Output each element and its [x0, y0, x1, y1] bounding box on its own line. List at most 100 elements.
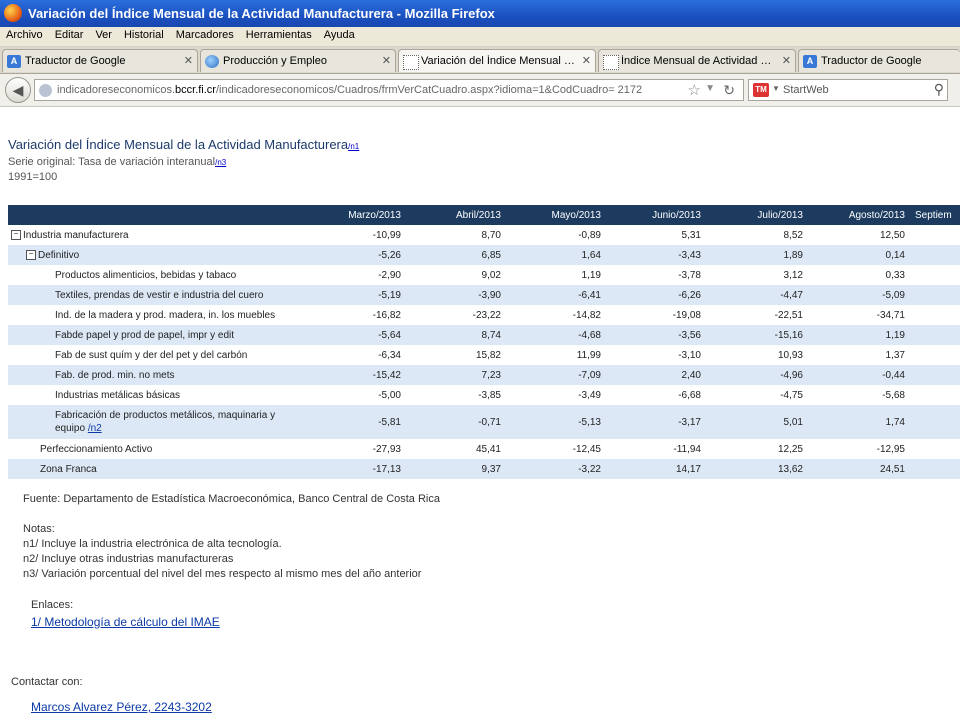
reload-icon[interactable]: ↻	[723, 82, 735, 98]
table-cell: 8,70	[481, 229, 501, 241]
window-title: Variación del Índice Mensual de la Activ…	[28, 6, 495, 21]
tab-traductor-1[interactable]: A Traductor de Google ✕	[2, 49, 198, 72]
table-cell: -3,49	[578, 389, 601, 401]
navigation-bar: ◀ indicadoreseconomicos.bccr.fi.cr/indic…	[0, 74, 960, 107]
table-cell: -6,68	[678, 389, 701, 401]
table-cell: 15,82	[475, 349, 501, 361]
table-cell	[909, 439, 960, 459]
site-identity-icon[interactable]	[39, 84, 52, 97]
tab-label: Traductor de Google	[821, 55, 922, 67]
window-titlebar: Variación del Índice Mensual de la Activ…	[0, 0, 960, 27]
tab-variacion[interactable]: Variación del Índice Mensual d... ✕	[398, 49, 596, 72]
search-engine-icon[interactable]: TM	[753, 83, 769, 97]
bookmark-star-icon[interactable]: ☆	[687, 82, 701, 99]
table-cell: -6,26	[605, 285, 705, 305]
row-label-text: Ind. de la madera y prod. madera, in. lo…	[55, 309, 276, 321]
notes-heading: Notas:	[23, 523, 55, 535]
table-cell: -3,10	[678, 349, 701, 361]
menu-editar[interactable]: Editar	[54, 29, 84, 41]
row-label: Productos alimenticios, bebidas y tabaco	[8, 265, 308, 285]
back-button[interactable]: ◀	[5, 77, 31, 103]
tab-produccion[interactable]: Producción y Empleo ✕	[200, 49, 396, 72]
table-body: − Industria manufacturera -10,99 8,70 -0,89 5…	[8, 225, 960, 479]
table-cell: 10,93	[777, 349, 803, 361]
table-cell: -3,17	[605, 405, 705, 439]
close-icon[interactable]: ✕	[381, 55, 391, 67]
page-title: Variación del Índice Mensual de la Activ…	[8, 137, 360, 152]
table-cell: 12,50	[879, 229, 905, 241]
translate-icon: A	[803, 55, 817, 68]
url-text[interactable]: indicadoreseconomicos.bccr.fi.cr/indicad…	[57, 84, 643, 96]
table-cell: -15,42	[308, 365, 405, 385]
table-cell: 14,17	[605, 459, 705, 479]
menu-historial[interactable]: Historial	[123, 29, 164, 41]
tab-indice[interactable]: Índice Mensual de Actividad C... ✕	[598, 49, 796, 72]
table-cell: 0,33	[885, 269, 905, 281]
row-label-text: Zona Franca	[40, 463, 97, 475]
table-row: Fabricación de productos metálicos, maqu…	[8, 405, 960, 439]
table-cell	[909, 365, 960, 385]
row-label: Perfeccionamiento Activo	[8, 439, 308, 459]
note-n3-link[interactable]: /n3	[215, 158, 227, 167]
table-cell: -0,71	[405, 405, 505, 439]
table-cell: -5,68	[882, 389, 905, 401]
history-dropdown-icon[interactable]: ▼	[705, 83, 715, 94]
note-n1-link[interactable]: /n1	[348, 142, 360, 151]
row-label-text: Perfeccionamiento Activo	[40, 443, 153, 455]
table-cell	[909, 245, 960, 265]
links-heading: Enlaces:	[31, 599, 74, 611]
table-row: Fab de sust quím y der del pet y del car…	[8, 345, 960, 365]
table-cell: -14,82	[572, 309, 601, 321]
search-input[interactable]: StartWeb	[783, 84, 829, 96]
table-cell: 8,52	[783, 229, 803, 241]
table-cell: 1,37	[885, 349, 905, 361]
contact-link[interactable]: Marcos Alvarez Pérez, 2243-3202	[31, 700, 212, 714]
table-cell: -5,26	[308, 245, 405, 265]
methodology-link[interactable]: 1/ Metodología de cálculo del IMAE	[31, 615, 220, 629]
collapse-toggle-icon[interactable]: −	[11, 229, 21, 240]
table-cell: -3,43	[605, 245, 705, 265]
menu-archivo[interactable]: Archivo	[6, 29, 43, 41]
column-header: Agosto/2013	[807, 205, 909, 225]
menu-herramientas[interactable]: Herramientas	[245, 29, 312, 41]
table-cell: 0,14	[807, 245, 909, 265]
row-label-text: Fabricación de productos metálicos, maqu…	[55, 410, 276, 434]
table-cell	[909, 325, 960, 345]
menu-marcadores[interactable]: Marcadores	[175, 29, 234, 41]
table-cell: 9,37	[405, 459, 505, 479]
chevron-down-icon[interactable]: ▼	[772, 84, 780, 93]
menu-ver[interactable]: Ver	[95, 29, 112, 41]
tab-traductor-2[interactable]: A Traductor de Google	[798, 49, 960, 72]
row-label-text: Productos alimenticios, bebidas y tabaco	[55, 269, 237, 281]
close-icon[interactable]: ✕	[781, 55, 791, 67]
note-n2-link[interactable]: /n2	[87, 423, 102, 434]
row-label: Fabricación de productos metálicos, maqu…	[8, 405, 308, 439]
close-icon[interactable]: ✕	[183, 55, 193, 67]
table-cell	[909, 285, 960, 305]
search-bar[interactable]: TM ▼ StartWeb ⚲	[748, 79, 948, 101]
table-row: Fabde papel y prod de papel, impr y edit…	[8, 325, 960, 345]
collapse-toggle-icon[interactable]: −	[26, 249, 36, 260]
close-icon[interactable]: ✕	[581, 55, 591, 67]
page-icon	[403, 55, 419, 70]
row-label: Textiles, prendas de vestir e industria …	[8, 285, 308, 305]
table-cell: -3,78	[678, 269, 701, 281]
table-row: Textiles, prendas de vestir e industria …	[8, 285, 960, 305]
search-icon[interactable]: ⚲	[933, 81, 944, 97]
menu-ayuda[interactable]: Ayuda	[323, 29, 355, 41]
column-header: Mayo/2013	[505, 205, 605, 225]
url-bar[interactable]: indicadoreseconomicos.bccr.fi.cr/indicad…	[34, 79, 744, 101]
table-cell: -4,75	[780, 389, 803, 401]
table-row: Fab. de prod. min. no mets -15,42 7,23 -7,0…	[8, 365, 960, 385]
table-cell: 6,85	[405, 245, 505, 265]
table-cell: -3,90	[405, 285, 505, 305]
data-table: Marzo/2013 Abril/2013 Mayo/2013 Junio/20…	[8, 205, 960, 479]
table-cell: 1,74	[807, 405, 909, 439]
table-cell: 24,51	[807, 459, 909, 479]
table-row: Productos alimenticios, bebidas y tabaco…	[8, 265, 960, 285]
row-label: Ind. de la madera y prod. madera, in. lo…	[8, 305, 308, 325]
table-cell: -4,96	[705, 365, 807, 385]
menu-bar: Archivo Editar Ver Historial Marcadores Herra…	[0, 27, 960, 47]
table-cell: 1,64	[505, 245, 605, 265]
table-cell: -6,41	[505, 285, 605, 305]
